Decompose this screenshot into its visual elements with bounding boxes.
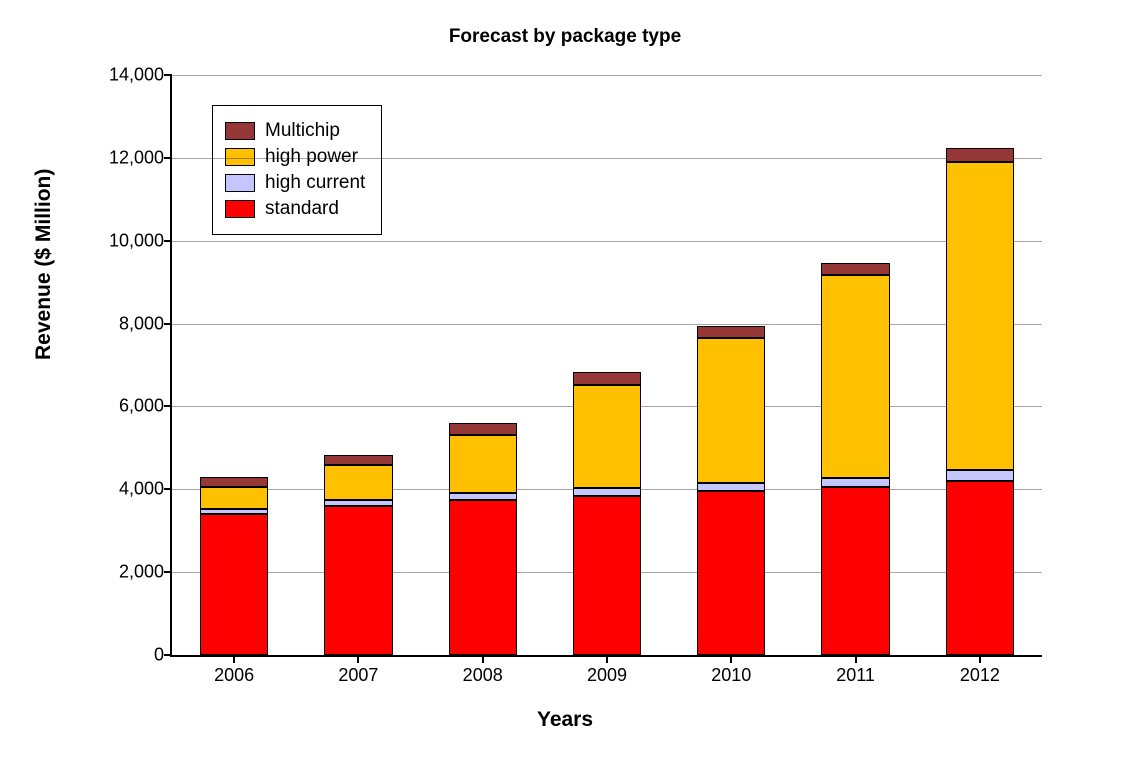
bar-segment <box>449 435 517 493</box>
bar-segment <box>697 326 765 338</box>
x-tick <box>357 655 359 663</box>
legend-label: high current <box>265 172 365 194</box>
plot-area: Multichiphigh powerhigh currentstandard … <box>170 75 1042 657</box>
y-tick-label: 10,000 <box>109 230 164 251</box>
legend: Multichiphigh powerhigh currentstandard <box>212 105 382 235</box>
bar-segment <box>449 500 517 655</box>
y-tick <box>164 323 172 325</box>
legend-swatch <box>225 174 255 192</box>
y-tick-label: 6,000 <box>119 396 164 417</box>
y-tick <box>164 488 172 490</box>
bar-segment <box>324 500 392 505</box>
x-tick <box>730 655 732 663</box>
gridline <box>172 75 1042 76</box>
x-tick-label: 2012 <box>960 665 1000 686</box>
bar-segment <box>946 162 1014 471</box>
bar-segment <box>821 487 889 655</box>
bar-segment <box>697 483 765 491</box>
bar-segment <box>200 509 268 514</box>
bar-segment <box>200 514 268 655</box>
x-tick-label: 2008 <box>463 665 503 686</box>
x-tick-label: 2007 <box>338 665 378 686</box>
bar-segment <box>821 478 889 487</box>
y-tick-label: 2,000 <box>119 562 164 583</box>
y-axis-label: Revenue ($ Million) <box>32 169 56 360</box>
legend-label: standard <box>265 198 339 220</box>
y-tick-label: 14,000 <box>109 65 164 86</box>
y-tick <box>164 157 172 159</box>
legend-row: standard <box>225 198 365 220</box>
chart-title: Forecast by package type <box>20 26 1110 48</box>
y-tick <box>164 240 172 242</box>
x-tick-label: 2006 <box>214 665 254 686</box>
legend-row: Multichip <box>225 120 365 142</box>
chart-container: Forecast by package type Multichiphigh p… <box>20 20 1110 747</box>
bar-segment <box>821 275 889 478</box>
bar-segment <box>324 465 392 500</box>
x-tick <box>233 655 235 663</box>
gridline <box>172 158 1042 159</box>
y-tick <box>164 405 172 407</box>
legend-swatch <box>225 200 255 218</box>
x-tick <box>979 655 981 663</box>
bar-segment <box>200 487 268 509</box>
y-tick-label: 8,000 <box>119 313 164 334</box>
y-tick <box>164 654 172 656</box>
bar-segment <box>946 481 1014 655</box>
x-axis-label: Years <box>20 708 1110 732</box>
y-tick-label: 0 <box>154 645 164 666</box>
bar-segment <box>324 506 392 655</box>
bar-segment <box>200 477 268 487</box>
x-tick-label: 2010 <box>711 665 751 686</box>
bar-segment <box>573 372 641 384</box>
x-tick <box>606 655 608 663</box>
legend-label: Multichip <box>265 120 340 142</box>
bar-segment <box>324 455 392 466</box>
bar-segment <box>573 488 641 495</box>
bar-segment <box>697 491 765 655</box>
x-tick <box>482 655 484 663</box>
legend-row: high current <box>225 172 365 194</box>
y-tick-label: 4,000 <box>119 479 164 500</box>
bar-segment <box>449 493 517 499</box>
bar-segment <box>821 263 889 275</box>
x-tick <box>855 655 857 663</box>
y-tick <box>164 74 172 76</box>
legend-swatch <box>225 122 255 140</box>
gridline <box>172 324 1042 325</box>
bar-segment <box>573 496 641 656</box>
bar-segment <box>946 148 1014 161</box>
y-tick-label: 12,000 <box>109 147 164 168</box>
bar-segment <box>697 338 765 483</box>
gridline <box>172 241 1042 242</box>
x-tick-label: 2009 <box>587 665 627 686</box>
bar-segment <box>449 423 517 435</box>
y-tick <box>164 571 172 573</box>
bar-segment <box>946 470 1014 481</box>
x-tick-label: 2011 <box>836 665 875 686</box>
bar-segment <box>573 385 641 489</box>
